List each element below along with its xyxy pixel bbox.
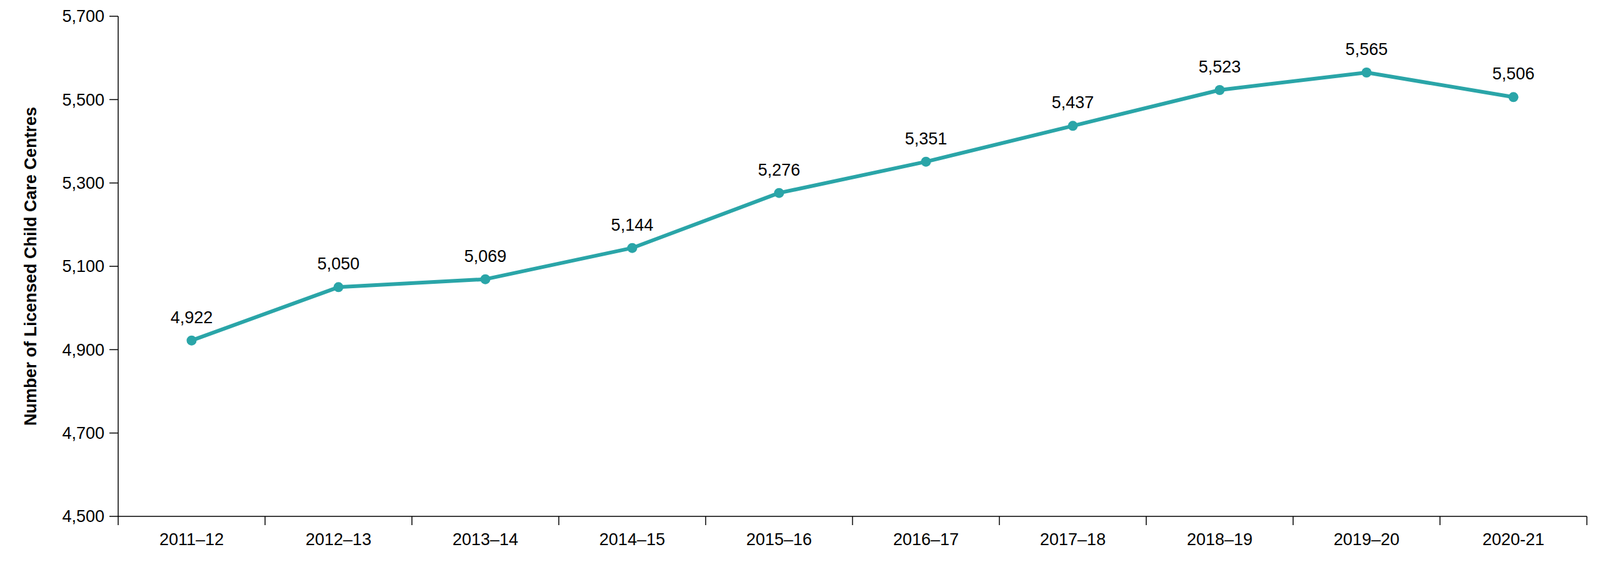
marker: [186, 335, 197, 346]
x-tick: [1146, 516, 1148, 526]
marker: [920, 156, 931, 167]
data-label: 5,565: [1345, 40, 1389, 59]
y-tick-label: 5,300: [61, 173, 105, 193]
x-tick-label: 2012–13: [305, 530, 372, 549]
marker: [1214, 85, 1225, 96]
y-axis-label: Number of Licensed Child Care Centres: [21, 106, 41, 426]
marker: [333, 281, 344, 292]
x-tick-label: 2016–17: [892, 530, 959, 549]
y-axis: [117, 16, 119, 517]
x-tick-label: 2019–20: [1333, 530, 1400, 549]
x-tick: [1439, 516, 1441, 526]
x-tick: [1586, 516, 1588, 526]
y-tick: [109, 182, 119, 184]
x-tick: [999, 516, 1001, 526]
data-label: 5,050: [317, 254, 361, 274]
y-tick: [109, 15, 119, 17]
marker: [1067, 120, 1078, 131]
data-label: 4,922: [170, 308, 214, 328]
x-tick-label: 2015–16: [745, 530, 812, 549]
data-label: 5,144: [610, 215, 654, 235]
x-tick-label: 2013–14: [452, 530, 519, 549]
line: [191, 72, 1514, 341]
marker: [1361, 67, 1372, 78]
y-tick: [109, 349, 119, 351]
marker: [627, 243, 638, 254]
marker: [480, 274, 491, 285]
x-tick: [558, 516, 560, 526]
x-tick: [411, 516, 413, 526]
y-tick: [109, 99, 119, 101]
x-tick: [264, 516, 266, 526]
data-label: 5,351: [904, 129, 948, 149]
y-tick: [109, 515, 119, 518]
y-tick: [109, 265, 119, 267]
data-label: 5,069: [463, 246, 507, 266]
marker: [1508, 91, 1519, 102]
x-tick-label: 2014–15: [599, 530, 666, 549]
x-tick: [705, 516, 707, 526]
y-tick-label: 5,100: [61, 256, 105, 276]
plot-area: [186, 67, 1519, 346]
y-tick-label: 4,900: [61, 340, 105, 360]
y-tick-label: 4,500: [61, 507, 105, 526]
y-tick: [109, 432, 119, 434]
x-tick-label: 2018–19: [1186, 530, 1253, 549]
data-label: 5,276: [757, 160, 801, 180]
marker: [774, 188, 785, 199]
y-tick-label: 5,700: [61, 6, 105, 26]
data-label: 5,437: [1051, 93, 1095, 112]
y-tick-label: 5,500: [61, 90, 105, 110]
x-tick-label: 2011–12: [159, 530, 224, 549]
x-tick: [852, 516, 854, 526]
x-tick-label: 2017–18: [1039, 530, 1106, 549]
x-tick: [117, 516, 119, 526]
x-tick-label: 2020-21: [1482, 530, 1545, 549]
chart: 4,500 4,700 4,900 5,100 5,300 5,500 5,700 2011–…: [0, 0, 1600, 562]
y-tick-label: 4,700: [61, 423, 105, 443]
data-label: 5,506: [1492, 64, 1535, 84]
x-tick: [1292, 516, 1294, 526]
data-label: 5,523: [1198, 57, 1242, 77]
